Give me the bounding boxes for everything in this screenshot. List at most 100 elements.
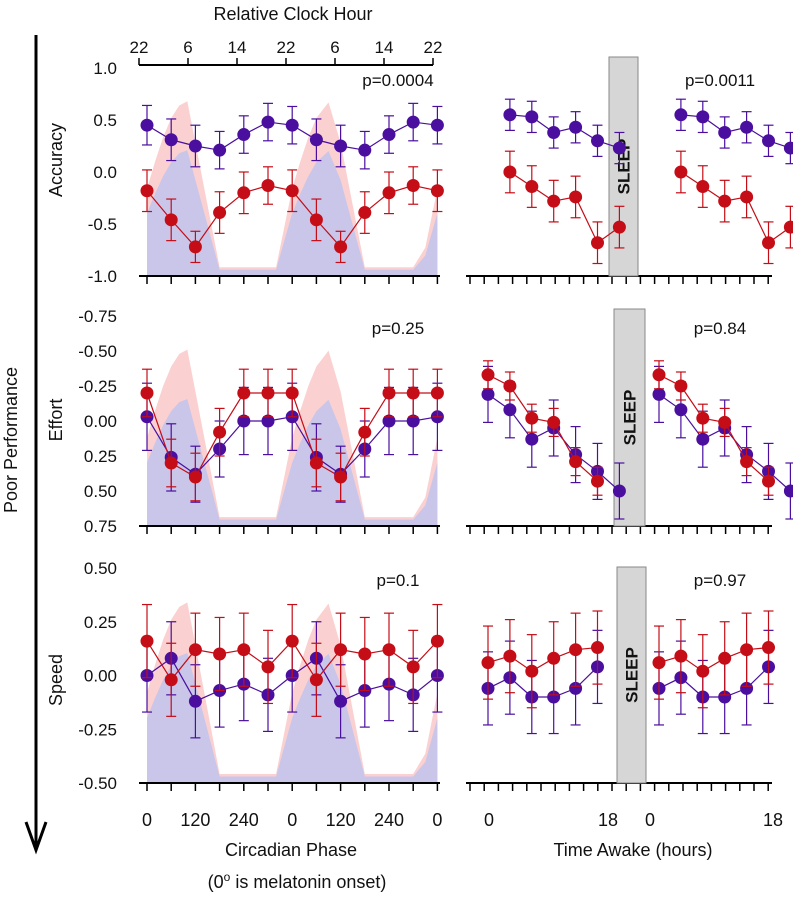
right-b-purple-point	[718, 690, 732, 704]
right-a-red-point	[503, 649, 517, 663]
right-a-purple-point	[525, 432, 539, 446]
right-b-red-point	[674, 165, 688, 179]
right-a-red-point	[481, 368, 495, 382]
left-red-point	[164, 213, 178, 227]
left-purple-point	[406, 414, 420, 428]
y-tick-label: 0.5	[93, 111, 117, 130]
sleep-label: SLEEP	[623, 647, 642, 703]
right-b-purple-point	[762, 134, 775, 148]
top-tick-label: 22	[277, 38, 296, 57]
top-tick-label: 14	[228, 38, 247, 57]
right-a-red-point	[591, 641, 604, 655]
right-a-red-line	[487, 374, 598, 482]
left-red-point	[213, 206, 227, 220]
x-left-tick-label: 240	[374, 810, 404, 830]
left-red-series	[140, 603, 444, 717]
right-a-red-point	[547, 415, 561, 429]
right-a-purple-series	[481, 365, 626, 520]
right-b-purple-point	[696, 110, 710, 124]
x-left-tick-label: 0	[287, 810, 297, 830]
left-purple-point	[140, 118, 154, 132]
x-left-tick-label: 240	[229, 810, 259, 830]
left-red-point	[358, 425, 372, 439]
x-left-tick-label: 120	[326, 810, 356, 830]
right-a-red-point	[503, 165, 517, 179]
top-tick-label: 6	[183, 38, 192, 57]
y-axis-ticks: -0.75 -0.50 -0.25 0.00 0.25 0.50 0.75	[78, 307, 117, 536]
right-b-red-series	[674, 150, 793, 265]
top-tick-label: 22	[130, 38, 149, 57]
right-a-purple-point	[612, 484, 626, 498]
y-tick-label: 0.00	[84, 412, 117, 431]
top-tick-label: 14	[375, 38, 394, 57]
right-b-purple-point	[783, 484, 793, 498]
x-left-tick-label: 120	[180, 810, 210, 830]
left-red-point	[334, 240, 348, 254]
y-tick-label: -0.50	[78, 342, 117, 361]
top-axis-title: Relative Clock Hour	[213, 4, 372, 24]
right-b-red-point	[762, 641, 775, 655]
p-value-right: p=0.84	[694, 319, 746, 338]
y-main-label: Poor Performance	[1, 367, 21, 513]
right-b-red-point	[674, 379, 688, 393]
left-red-point	[285, 634, 299, 648]
left-red-point	[358, 206, 372, 220]
left-red-series	[140, 368, 444, 502]
right-b-red-point	[740, 455, 754, 469]
left-red-series	[140, 166, 444, 264]
x-left-tick-label: 0	[432, 810, 442, 830]
right-b-red-series	[652, 360, 775, 496]
right-a-red-point	[591, 236, 604, 250]
bottom-tick-labels: 0 120 240 0 120 240 0 0 18 0 18	[142, 810, 783, 830]
left-red-point	[261, 386, 275, 400]
right-a-red-series	[481, 610, 604, 709]
left-red-point	[430, 184, 444, 198]
left-red-point	[261, 179, 275, 193]
y-tick-label: -0.25	[78, 720, 117, 739]
right-b-red-point	[740, 190, 754, 204]
lavender-band	[147, 150, 438, 276]
left-red-point	[237, 643, 251, 657]
p-value-left: p=0.1	[376, 571, 419, 590]
y-axis-label: Accuracy	[46, 123, 66, 197]
y-tick-label: -0.5	[88, 215, 117, 234]
right-a-red-point	[525, 180, 539, 194]
left-purple-point	[188, 694, 202, 708]
right-b-purple-series	[652, 629, 775, 735]
chart-panels: Accuracy 1.0 0.5 0.0 -0.5 -1.0 SLEEP p=0.0004 p=…	[46, 56, 793, 830]
left-purple-point	[382, 128, 396, 142]
left-purple-point	[237, 128, 251, 142]
left-purple-point	[309, 133, 323, 147]
lavender-band	[147, 652, 438, 783]
y-tick-label: -1.0	[88, 267, 117, 286]
left-red-point	[164, 673, 178, 687]
right-a-red-series	[503, 150, 626, 265]
right-b-purple-series	[674, 98, 793, 165]
p-value-right: p=0.0011	[685, 71, 755, 90]
left-purple-point	[334, 139, 348, 153]
right-a-purple-point	[481, 387, 495, 401]
left-red-point	[285, 386, 299, 400]
top-axis-ticks: 22 6 14 22 6 14 22	[130, 38, 443, 65]
right-a-red-line	[509, 171, 620, 244]
top-tick-label: 22	[424, 38, 443, 57]
right-b-purple-point	[674, 108, 688, 122]
right-a-purple-line	[487, 666, 598, 698]
right-a-purple-point	[569, 681, 583, 695]
right-b-red-point	[696, 411, 710, 425]
left-purple-point	[188, 139, 202, 153]
left-purple-point	[285, 118, 299, 132]
right-a-red-point	[481, 656, 495, 670]
right-a-red-point	[525, 411, 539, 425]
right-b-red-line	[680, 171, 791, 244]
left-red-point	[382, 643, 396, 657]
x-right-tick-label: 18	[598, 810, 618, 830]
right-b-red-point	[652, 368, 666, 382]
y-axis-ticks: 1.0 0.5 0.0 -0.5 -1.0	[88, 59, 117, 286]
left-purple-point	[261, 414, 275, 428]
left-red-point	[237, 386, 251, 400]
right-b-red-point	[696, 664, 710, 678]
right-b-red-point	[718, 651, 732, 665]
